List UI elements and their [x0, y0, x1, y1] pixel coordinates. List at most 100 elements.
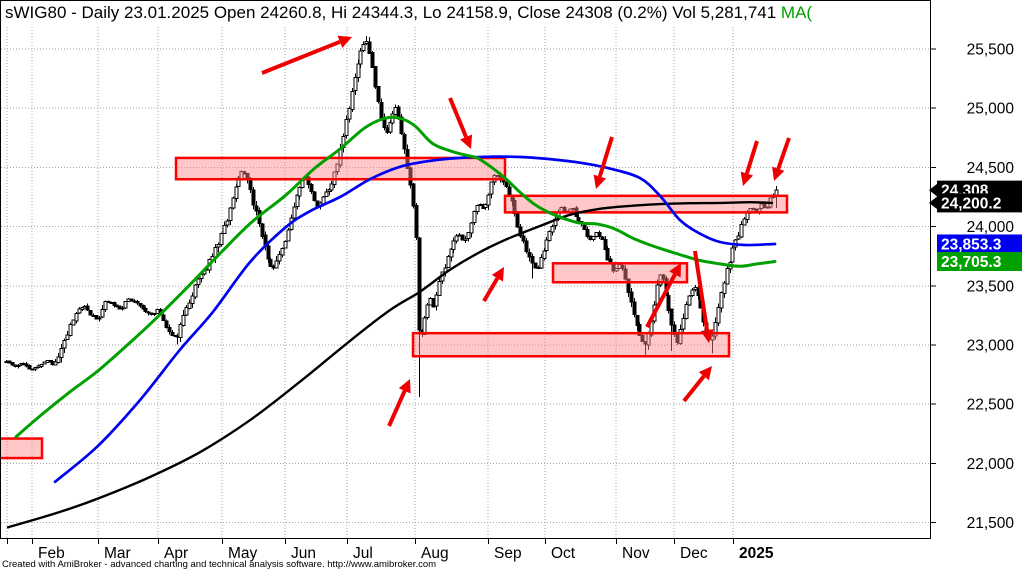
red-arrow [448, 97, 473, 149]
candlestick [361, 41, 366, 52]
x-axis-label-sep: Sep [494, 545, 522, 562]
candlestick [544, 237, 549, 252]
candlestick [451, 237, 456, 253]
candlestick [521, 232, 526, 244]
candlestick [762, 203, 767, 208]
candlestick [719, 291, 724, 313]
candlestick [231, 196, 236, 210]
price-zone-box [411, 331, 731, 358]
candlestick [251, 186, 256, 210]
ma-black-line [6, 200, 774, 529]
red-arrow [482, 267, 504, 303]
price-zone-box [174, 156, 507, 181]
black-ma-price-label: 24,200.2 [929, 193, 1022, 213]
ma-green-line [14, 115, 777, 439]
candlestick [161, 313, 166, 322]
candlestick [460, 234, 465, 241]
candlestick [97, 315, 102, 322]
amibroker-credit-text: Created with AmiBroker - advanced charti… [2, 559, 437, 570]
candlestick [312, 190, 317, 202]
candlestick [216, 242, 221, 253]
candlestick [681, 313, 686, 332]
candlestick [56, 353, 61, 364]
candlestick [292, 202, 297, 220]
x-axis-label-apr: Apr [164, 545, 188, 562]
candlestick [358, 48, 363, 68]
candlestick [184, 304, 189, 317]
candlestick [164, 319, 169, 329]
plot-border [0, 0, 931, 539]
candlestick [344, 115, 349, 139]
y-axis-label: 24,500 [967, 160, 1015, 177]
candlestick [562, 206, 567, 213]
candlestick [370, 50, 375, 68]
candlestick [687, 294, 692, 307]
candlestick [597, 230, 602, 239]
y-axis-label: 25,000 [967, 101, 1015, 118]
candlestick [483, 203, 488, 211]
candlestick [335, 163, 340, 176]
candlestick [68, 322, 73, 337]
candlestick [600, 235, 605, 241]
svg-text:23,705.3: 23,705.3 [941, 254, 1002, 271]
candlestick [129, 298, 134, 302]
y-axis-label: 25,500 [967, 42, 1015, 59]
x-axis-label-aug: Aug [421, 545, 449, 562]
candlestick [367, 37, 372, 54]
candlestick [190, 292, 195, 309]
candlestick [353, 73, 358, 95]
candlestick [100, 304, 105, 318]
candlestick [260, 222, 265, 239]
candlestick [425, 303, 430, 320]
candlestick [591, 236, 596, 242]
candlestick [629, 287, 634, 307]
chart-title-main: sWIG80 - Daily 23.01.2025 Open 24260.8, … [5, 3, 781, 22]
x-axis-label-oct: Oct [551, 545, 576, 562]
candlestick [347, 106, 352, 123]
candlestick [27, 364, 32, 370]
candlestick [376, 86, 381, 104]
candlestick [690, 287, 695, 298]
candlestick [669, 308, 674, 351]
candlestick [736, 231, 741, 240]
candlestick [713, 317, 718, 340]
candlestick [138, 302, 143, 308]
candlestick [71, 319, 76, 326]
red-arrow [740, 140, 759, 186]
svg-text:23,853.3: 23,853.3 [941, 236, 1002, 253]
candlestick [85, 303, 90, 312]
x-axis-label-2025: 2025 [739, 545, 774, 562]
candlestick [62, 338, 67, 353]
candlestick [730, 245, 735, 263]
y-axis-label: 21,500 [967, 515, 1015, 532]
candlestick [65, 330, 70, 341]
candlestick [472, 210, 477, 226]
candlestick [661, 274, 666, 282]
candlestick [42, 361, 47, 365]
svg-text:24,200.2: 24,200.2 [941, 195, 1001, 212]
candlestick [454, 233, 459, 244]
candlestick [585, 226, 590, 239]
y-axis-label: 23,500 [967, 278, 1015, 295]
candlestick [39, 363, 44, 368]
candlestick [446, 255, 451, 269]
x-axis-label-feb: Feb [38, 545, 65, 562]
candlestick [414, 203, 419, 241]
candlestick [286, 227, 291, 242]
candlestick [417, 237, 422, 398]
candlestick [167, 324, 172, 335]
candlestick [527, 248, 532, 262]
candlestick [309, 183, 314, 194]
x-axis-label-dec: Dec [680, 545, 708, 562]
candlestick [539, 254, 544, 270]
candlestick [533, 262, 538, 269]
candlestick [329, 180, 334, 193]
candlestick [640, 334, 645, 342]
red-arrow [645, 263, 681, 328]
x-axis-label-mar: Mar [104, 545, 131, 562]
x-axis-label-jul: Jul [353, 545, 373, 562]
candlestick [306, 174, 311, 189]
